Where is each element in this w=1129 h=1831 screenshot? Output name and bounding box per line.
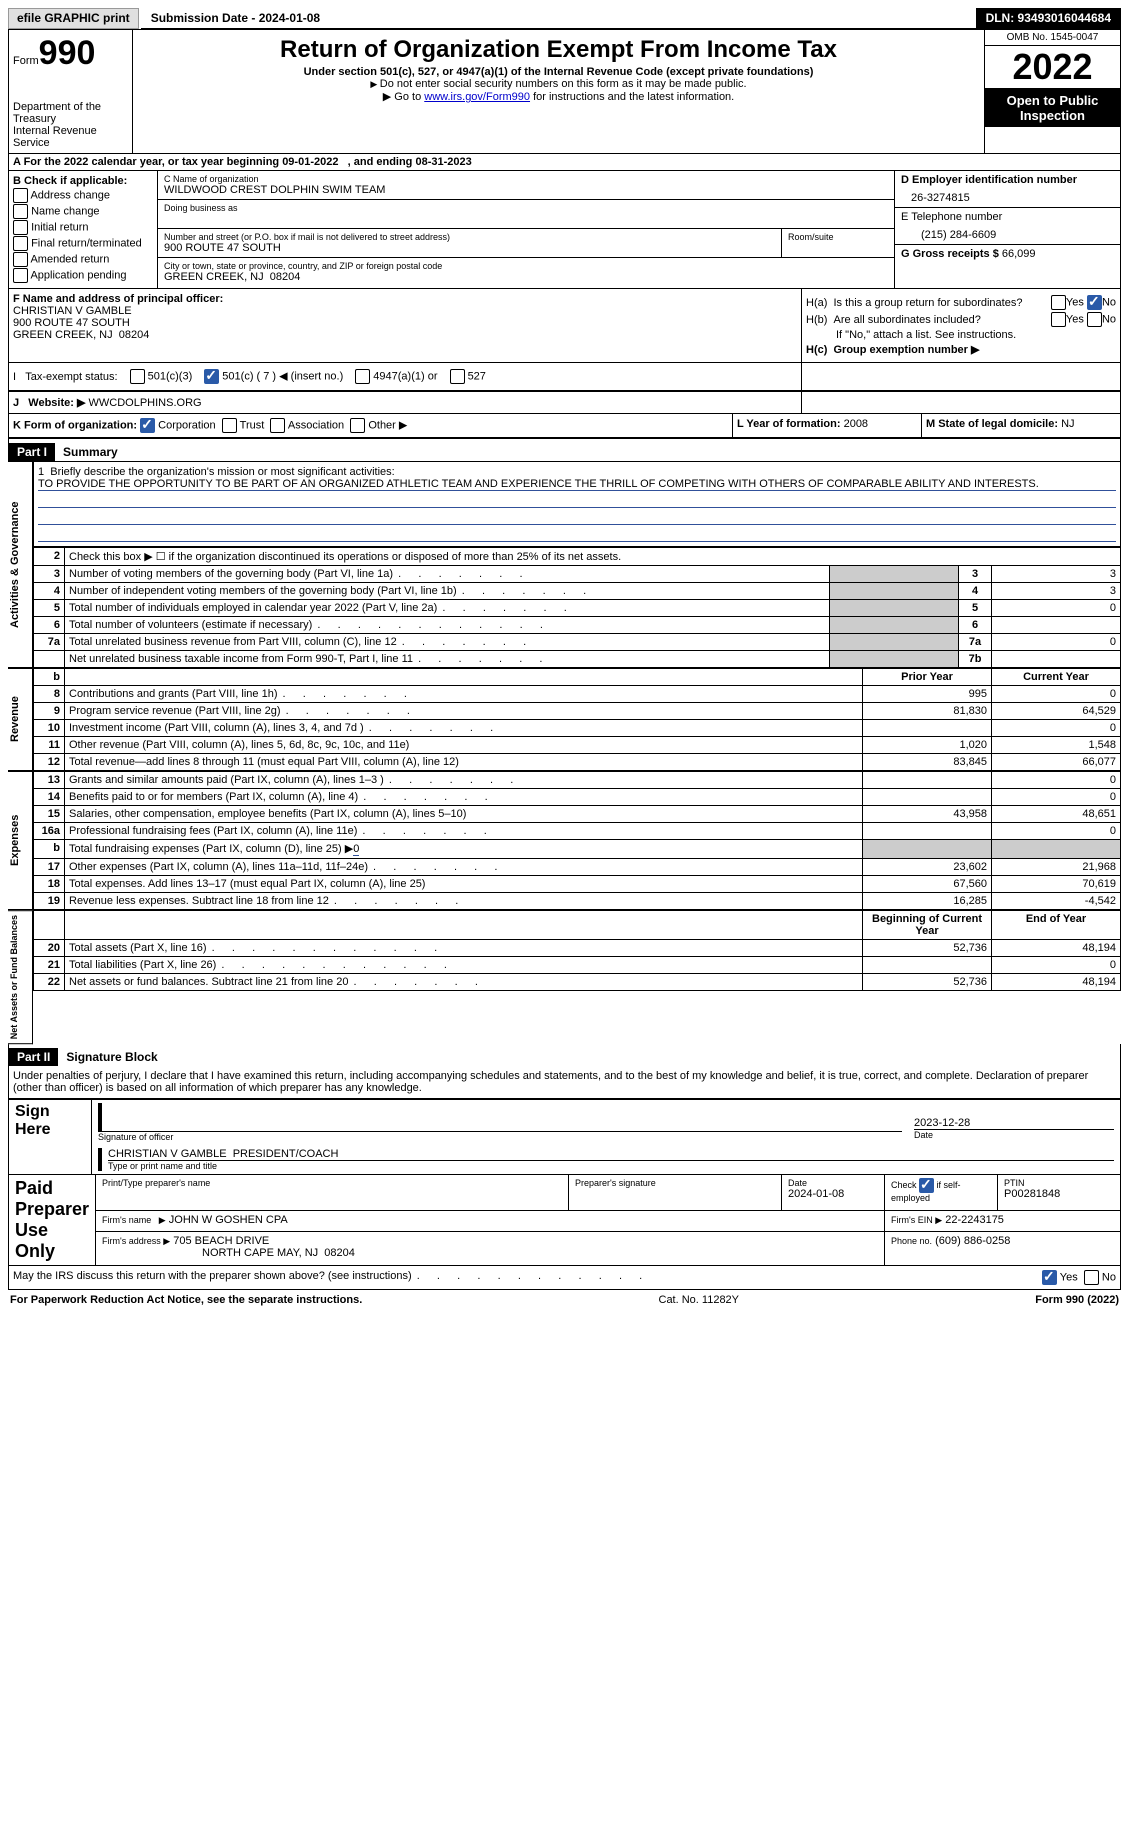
chk-ha-yes[interactable] — [1051, 295, 1066, 310]
part2-header: Part IISignature Block — [8, 1044, 1121, 1066]
chk-final-return[interactable] — [13, 236, 28, 251]
form-header: Form990 Department of the Treasury Inter… — [8, 30, 1121, 154]
firm-phone: (609) 886-0258 — [935, 1235, 1010, 1247]
open-public: Open to Public Inspection — [985, 89, 1120, 127]
declaration: Under penalties of perjury, I declare th… — [8, 1066, 1121, 1099]
phone: (215) 284-6609 — [901, 223, 996, 241]
officer-name-title: CHRISTIAN V GAMBLE PRESIDENT/COACH — [108, 1148, 1114, 1160]
entity-block: B Check if applicable: Address change Na… — [8, 171, 1121, 289]
chk-may-no[interactable] — [1084, 1270, 1099, 1285]
net-assets-table: Beginning of Current YearEnd of Year 20T… — [33, 910, 1121, 991]
chk-other[interactable] — [350, 418, 365, 433]
col-c: C Name of organization WILDWOOD CREST DO… — [158, 171, 895, 288]
chk-app-pending[interactable] — [13, 268, 28, 283]
chk-501c[interactable] — [204, 369, 219, 384]
officer-name: CHRISTIAN V GAMBLE — [13, 305, 132, 317]
note-link: ▶ Go to www.irs.gov/Form990 for instruct… — [137, 90, 980, 103]
sign-here-label: Sign Here — [9, 1100, 92, 1175]
row-fh: F Name and address of principal officer:… — [8, 289, 1121, 363]
section-revenue: Revenue bPrior YearCurrent Year 8Contrib… — [8, 668, 1121, 771]
gross-receipts: 66,099 — [1002, 248, 1036, 260]
chk-501c3[interactable] — [130, 369, 145, 384]
section-governance: Activities & Governance 1 Briefly descri… — [8, 461, 1121, 668]
chk-hb-no[interactable] — [1087, 312, 1102, 327]
side-expenses: Expenses — [8, 771, 33, 910]
governance-table: 2Check this box ▶ ☐ if the organization … — [33, 547, 1121, 668]
form-subtitle: Under section 501(c), 527, or 4947(a)(1)… — [137, 66, 980, 78]
note-ssn: Do not enter social security numbers on … — [137, 78, 980, 90]
section-expenses: Expenses 13Grants and similar amounts pa… — [8, 771, 1121, 910]
page-footer: For Paperwork Reduction Act Notice, see … — [8, 1290, 1121, 1310]
expenses-table: 13Grants and similar amounts paid (Part … — [33, 771, 1121, 910]
firm-name: JOHN W GOSHEN CPA — [169, 1214, 288, 1226]
year-formation: 2008 — [844, 418, 868, 430]
chk-may-yes[interactable] — [1042, 1270, 1057, 1285]
row-a: A For the 2022 calendar year, or tax yea… — [8, 154, 1121, 171]
omb-number: OMB No. 1545-0047 — [985, 30, 1120, 46]
firm-ein: 22-2243175 — [945, 1214, 1004, 1226]
state-domicile: NJ — [1061, 418, 1074, 430]
form-label: Form990 — [13, 34, 128, 73]
tax-year: 2022 — [985, 46, 1120, 89]
ptin: P00281848 — [1004, 1188, 1114, 1200]
dln: DLN: 93493016044684 — [976, 8, 1121, 29]
form-title: Return of Organization Exempt From Incom… — [137, 36, 980, 64]
paid-preparer-block: Paid Preparer Use Only Print/Type prepar… — [8, 1174, 1121, 1266]
paid-preparer-label: Paid Preparer Use Only — [9, 1175, 96, 1266]
row-ij: I Tax-exempt status: 501(c)(3) 501(c) ( … — [8, 363, 1121, 392]
sign-here-block: Sign Here Signature of officer 2023-12-2… — [8, 1099, 1121, 1175]
part1-header: Part ISummary — [8, 438, 1121, 461]
org-name: WILDWOOD CREST DOLPHIN SWIM TEAM — [164, 184, 888, 196]
mission-text: TO PROVIDE THE OPPORTUNITY TO BE PART OF… — [38, 478, 1116, 491]
side-net-assets: Net Assets or Fund Balances — [8, 910, 33, 1044]
section-net-assets: Net Assets or Fund Balances Beginning of… — [8, 910, 1121, 1044]
top-bar: efile GRAPHIC print Submission Date - 20… — [8, 8, 1121, 30]
dept-label: Department of the Treasury Internal Reve… — [13, 101, 128, 149]
chk-corp[interactable] — [140, 418, 155, 433]
col-b: B Check if applicable: Address change Na… — [9, 171, 158, 288]
chk-address-change[interactable] — [13, 188, 28, 203]
side-revenue: Revenue — [8, 668, 33, 771]
submission-date: Submission Date - 2024-01-08 — [141, 8, 976, 29]
side-governance: Activities & Governance — [8, 461, 33, 668]
chk-assoc[interactable] — [270, 418, 285, 433]
row-klm: K Form of organization: Corporation Trus… — [8, 414, 1121, 438]
efile-button[interactable]: efile GRAPHIC print — [8, 8, 139, 29]
city-state-zip: GREEN CREEK, NJ 08204 — [164, 271, 888, 283]
chk-trust[interactable] — [222, 418, 237, 433]
form-number: 990 — [39, 34, 96, 72]
chk-name-change[interactable] — [13, 204, 28, 219]
firm-address: 705 BEACH DRIVE — [173, 1235, 269, 1247]
website: WWCDOLPHINS.ORG — [89, 397, 202, 409]
chk-hb-yes[interactable] — [1051, 312, 1066, 327]
irs-link[interactable]: www.irs.gov/Form990 — [424, 91, 530, 103]
may-discuss: May the IRS discuss this return with the… — [8, 1266, 1121, 1290]
ein: 26-3274815 — [901, 186, 970, 204]
chk-ha-no[interactable] — [1087, 295, 1102, 310]
chk-initial-return[interactable] — [13, 220, 28, 235]
chk-527[interactable] — [450, 369, 465, 384]
sign-date: 2023-12-28 — [914, 1117, 1114, 1129]
chk-self-employed[interactable] — [919, 1178, 934, 1193]
revenue-table: bPrior YearCurrent Year 8Contributions a… — [33, 668, 1121, 771]
col-d: D Employer identification number 26-3274… — [895, 171, 1120, 288]
chk-amended[interactable] — [13, 252, 28, 267]
street-address: 900 ROUTE 47 SOUTH — [164, 242, 775, 254]
chk-4947[interactable] — [355, 369, 370, 384]
